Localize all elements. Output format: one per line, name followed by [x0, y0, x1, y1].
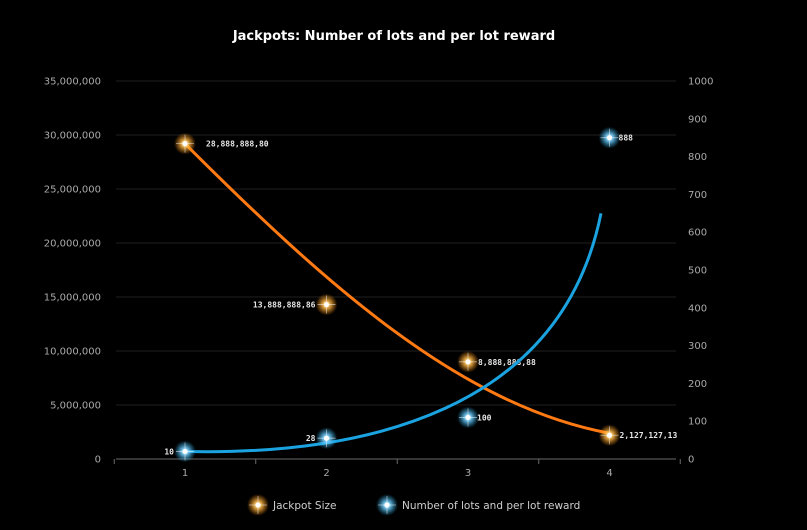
chart-title: Jackpots: Number of lots and per lot rew…: [232, 29, 555, 44]
axes: 0 5,000,000 10,000,000 15,000,000 20,000,000…: [44, 77, 714, 480]
y-right-tick-label: 400: [688, 303, 707, 314]
x-tick-label: 4: [606, 468, 612, 479]
legend-marker: [247, 494, 269, 516]
marker-core: [465, 359, 471, 365]
x-tick-label: 2: [323, 468, 329, 479]
y-left-tick-label: 15,000,000: [44, 293, 101, 304]
series-layer: 28,888,888,80 13,888,888,86 8,888,888,88 2,…: [164, 126, 678, 463]
y-right-tick-label: 700: [688, 190, 707, 201]
lots-point: [598, 126, 621, 149]
marker-core: [323, 301, 330, 308]
marker-core: [182, 141, 188, 147]
y-right-tick-label: 900: [688, 114, 707, 125]
y-right-tick-label: 0: [688, 455, 694, 466]
jackpot-size-point: [457, 350, 479, 373]
legend-item: Jackpot Size: [247, 494, 336, 516]
marker-core: [384, 502, 390, 508]
y-left-tick-label: 0: [95, 455, 101, 466]
lots-data-label: 100: [477, 413, 492, 422]
jackpot-size-data-label: 8,888,888,88: [478, 358, 536, 367]
jackpot-size-point: [174, 132, 196, 155]
lots-data-label: 28: [306, 434, 316, 443]
marker-core: [606, 432, 613, 438]
legend-item: Number of lots and per lot reward: [376, 494, 580, 516]
y-right-tick-label: 1000: [688, 77, 713, 88]
marker-core: [255, 502, 261, 508]
lots-line: [184, 213, 603, 454]
marker-core: [606, 135, 613, 141]
jackpot-size-data-label: 28,888,888,80: [206, 140, 269, 149]
lots-data-label: 10: [164, 447, 174, 456]
lots-point: [457, 406, 479, 429]
jackpot-size-line: [183, 142, 610, 435]
y-left-tick-label: 30,000,000: [44, 131, 101, 142]
legend: Jackpot Size Number of lots and per lot r…: [247, 494, 580, 516]
jackpot-size-data-label: 13,888,888,86: [253, 301, 316, 310]
y-right-tick-label: 800: [688, 152, 707, 163]
jackpot-size-point: [598, 424, 621, 447]
x-tick-label: 1: [182, 468, 188, 479]
y-left-tick-label: 10,000,000: [44, 347, 101, 358]
y-left-tick-label: 25,000,000: [44, 185, 101, 196]
jackpot-size-data-label: 2,127,127,13: [620, 431, 678, 440]
legend-marker: [376, 494, 398, 516]
y-right-tick-label: 200: [688, 379, 707, 390]
grid: [116, 80, 676, 406]
jackpot-size-point: [315, 293, 338, 316]
lots-data-label: 888: [619, 134, 634, 143]
y-left-tick-label: 35,000,000: [44, 77, 101, 88]
marker-core: [323, 435, 330, 441]
legend-label: Number of lots and per lot reward: [402, 500, 580, 512]
y-right-tick-label: 100: [688, 417, 707, 428]
lots-point: [315, 427, 338, 450]
y-left-tick-label: 20,000,000: [44, 239, 101, 250]
y-right-tick-label: 300: [688, 341, 707, 352]
y-left-tick-label: 5,000,000: [50, 401, 101, 412]
y-right-tick-label: 500: [688, 266, 707, 277]
legend-label: Jackpot Size: [272, 500, 336, 512]
marker-core: [465, 414, 471, 421]
lots-point: [174, 440, 196, 463]
x-tick-label: 3: [465, 468, 471, 479]
marker-core: [182, 448, 188, 455]
y-right-tick-label: 600: [688, 228, 707, 239]
